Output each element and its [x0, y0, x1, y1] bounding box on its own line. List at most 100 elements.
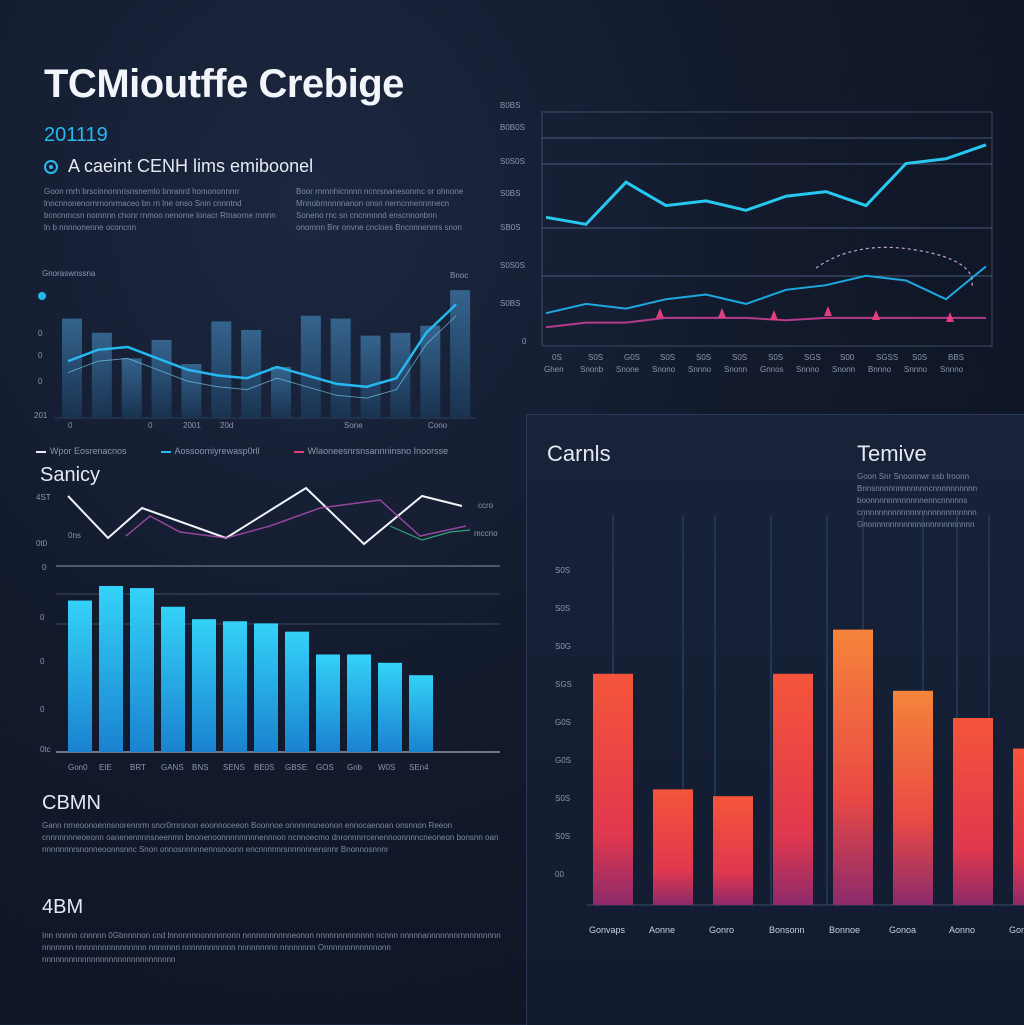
x-label: 20d [220, 421, 233, 430]
y-tick: 0 [40, 657, 45, 666]
bar [300, 315, 321, 418]
series-line-cyan [545, 143, 987, 226]
line-label: 0ns [68, 531, 81, 540]
bar-label: Aonno [949, 925, 975, 935]
bar [254, 623, 278, 752]
subtitle-row: A caeint CENH lims emiboonel [44, 156, 313, 177]
legend-label: Wlaoneesnrsnsannninsno Inoorsse [307, 446, 449, 456]
bar [347, 654, 371, 752]
trend-line [67, 303, 457, 389]
bar [223, 621, 247, 752]
x-label: BRT [130, 763, 146, 772]
right-heading-right: Temive [857, 441, 927, 466]
x-label: Ghen [544, 365, 564, 374]
bar [161, 606, 185, 752]
bar [211, 321, 232, 418]
x-label: Gon0 [68, 763, 88, 772]
x-label: Gnb [347, 763, 363, 772]
bar [653, 789, 693, 905]
x-label: 0 [68, 421, 73, 430]
right-bar-chart: S0S S0S S0G SGS G0S G0S S0S S0S 00 Gonvaps Aonne G… [555, 515, 1024, 935]
y-tick: B0BS [500, 101, 520, 110]
bar [833, 629, 873, 905]
x-tick: S0S [660, 353, 675, 362]
bar [378, 662, 402, 752]
bar [68, 600, 92, 752]
legend-label: Wpor Eosrenacnos [50, 446, 127, 456]
y-tick: S0S [555, 832, 570, 841]
x-tick: S0S [696, 353, 711, 362]
x-label: BE0S [254, 763, 274, 772]
x-tick: S0S [912, 353, 927, 362]
y-tick: S0BS [500, 189, 520, 198]
bar [91, 332, 112, 418]
marker [656, 308, 664, 318]
marker [872, 310, 880, 320]
y-tick: S0S [555, 566, 570, 575]
bar [773, 673, 813, 905]
marker [718, 308, 726, 318]
x-tick: S00 [840, 353, 855, 362]
marker [946, 312, 954, 322]
y-tick: G0S [555, 718, 571, 727]
x-label: Snone [616, 365, 640, 374]
legend-swatch [293, 450, 304, 453]
y-tick: SGS [555, 680, 572, 689]
green-line [389, 525, 471, 541]
series-marker [38, 292, 46, 300]
legend-swatch [36, 450, 46, 453]
x-label: Snonn [832, 365, 855, 374]
bar [450, 290, 471, 418]
white-line [67, 486, 463, 546]
marker [770, 310, 778, 320]
bar [285, 631, 309, 752]
y-tick: B0B0S [500, 123, 525, 132]
x-label: SEn4 [409, 763, 429, 772]
bar [181, 364, 202, 418]
purple-line [125, 499, 467, 539]
bar [953, 718, 993, 905]
x-label: BNS [192, 763, 208, 772]
bar [713, 796, 753, 905]
x-label: Snonb [580, 365, 604, 374]
series-line-magenta [545, 316, 986, 329]
x-label: GANS [161, 763, 184, 772]
x-label: SENS [223, 763, 245, 772]
x-label: GOS [316, 763, 334, 772]
y-tick: 0 [38, 329, 43, 338]
bar-label: Gonnor [1009, 925, 1024, 935]
legend-item: Wlaoneesnrsnsannninsno Inoorsse [293, 446, 449, 456]
y-tick: 0 [38, 377, 43, 386]
y-tick: 0tc [40, 745, 51, 754]
corner-label: Gnoraswnssna [42, 269, 96, 278]
bar [390, 332, 411, 418]
x-label: W0S [378, 763, 395, 772]
bar-label: Aonne [649, 925, 675, 935]
x-tick: BBS [948, 353, 964, 362]
legend-label: Aossoomiyrewasp0rll [174, 446, 260, 456]
x-label: Sone [344, 421, 363, 430]
bar [192, 619, 216, 752]
right-heading-left: Carnls [547, 441, 611, 466]
bar [420, 325, 441, 418]
right-paragraph: Goon Snr Snoonnwr ssb Iroonn Bnnsnnnnnnn… [857, 472, 977, 529]
line-label: ccro [478, 501, 494, 510]
y-tick: G0S [555, 756, 571, 765]
y-tick: S0S0S [500, 261, 525, 270]
y-tick: 0 [42, 563, 47, 572]
salary-heading: Sanicy [40, 464, 101, 486]
bar [316, 654, 340, 752]
y-tick: 0t0 [36, 539, 48, 548]
right-panel: Carnls Temive Goon Snr Snoonnwr ssb Iroo… [526, 414, 1024, 1025]
left-top-chart: Gnoraswnssna Bnoc 0 0 0 201 0 0 2001 20d… [34, 269, 476, 430]
bar [409, 675, 433, 752]
marker [824, 306, 832, 316]
x-label: Snnno [904, 365, 928, 374]
x-tick: S0S [732, 353, 747, 362]
salary-chart: 4ST 0t0 0 0 0 0 0tc 0ns ccro mccno Gon0 E… [36, 486, 500, 772]
bar [99, 586, 123, 752]
cbmn-paragraph: Gann nrneoonoennsnorennrm sncr0rnrsnon e… [42, 821, 499, 854]
y-tick: 4ST [36, 493, 51, 502]
y-tick: S0S [555, 604, 570, 613]
y-tick: S0S [555, 794, 570, 803]
